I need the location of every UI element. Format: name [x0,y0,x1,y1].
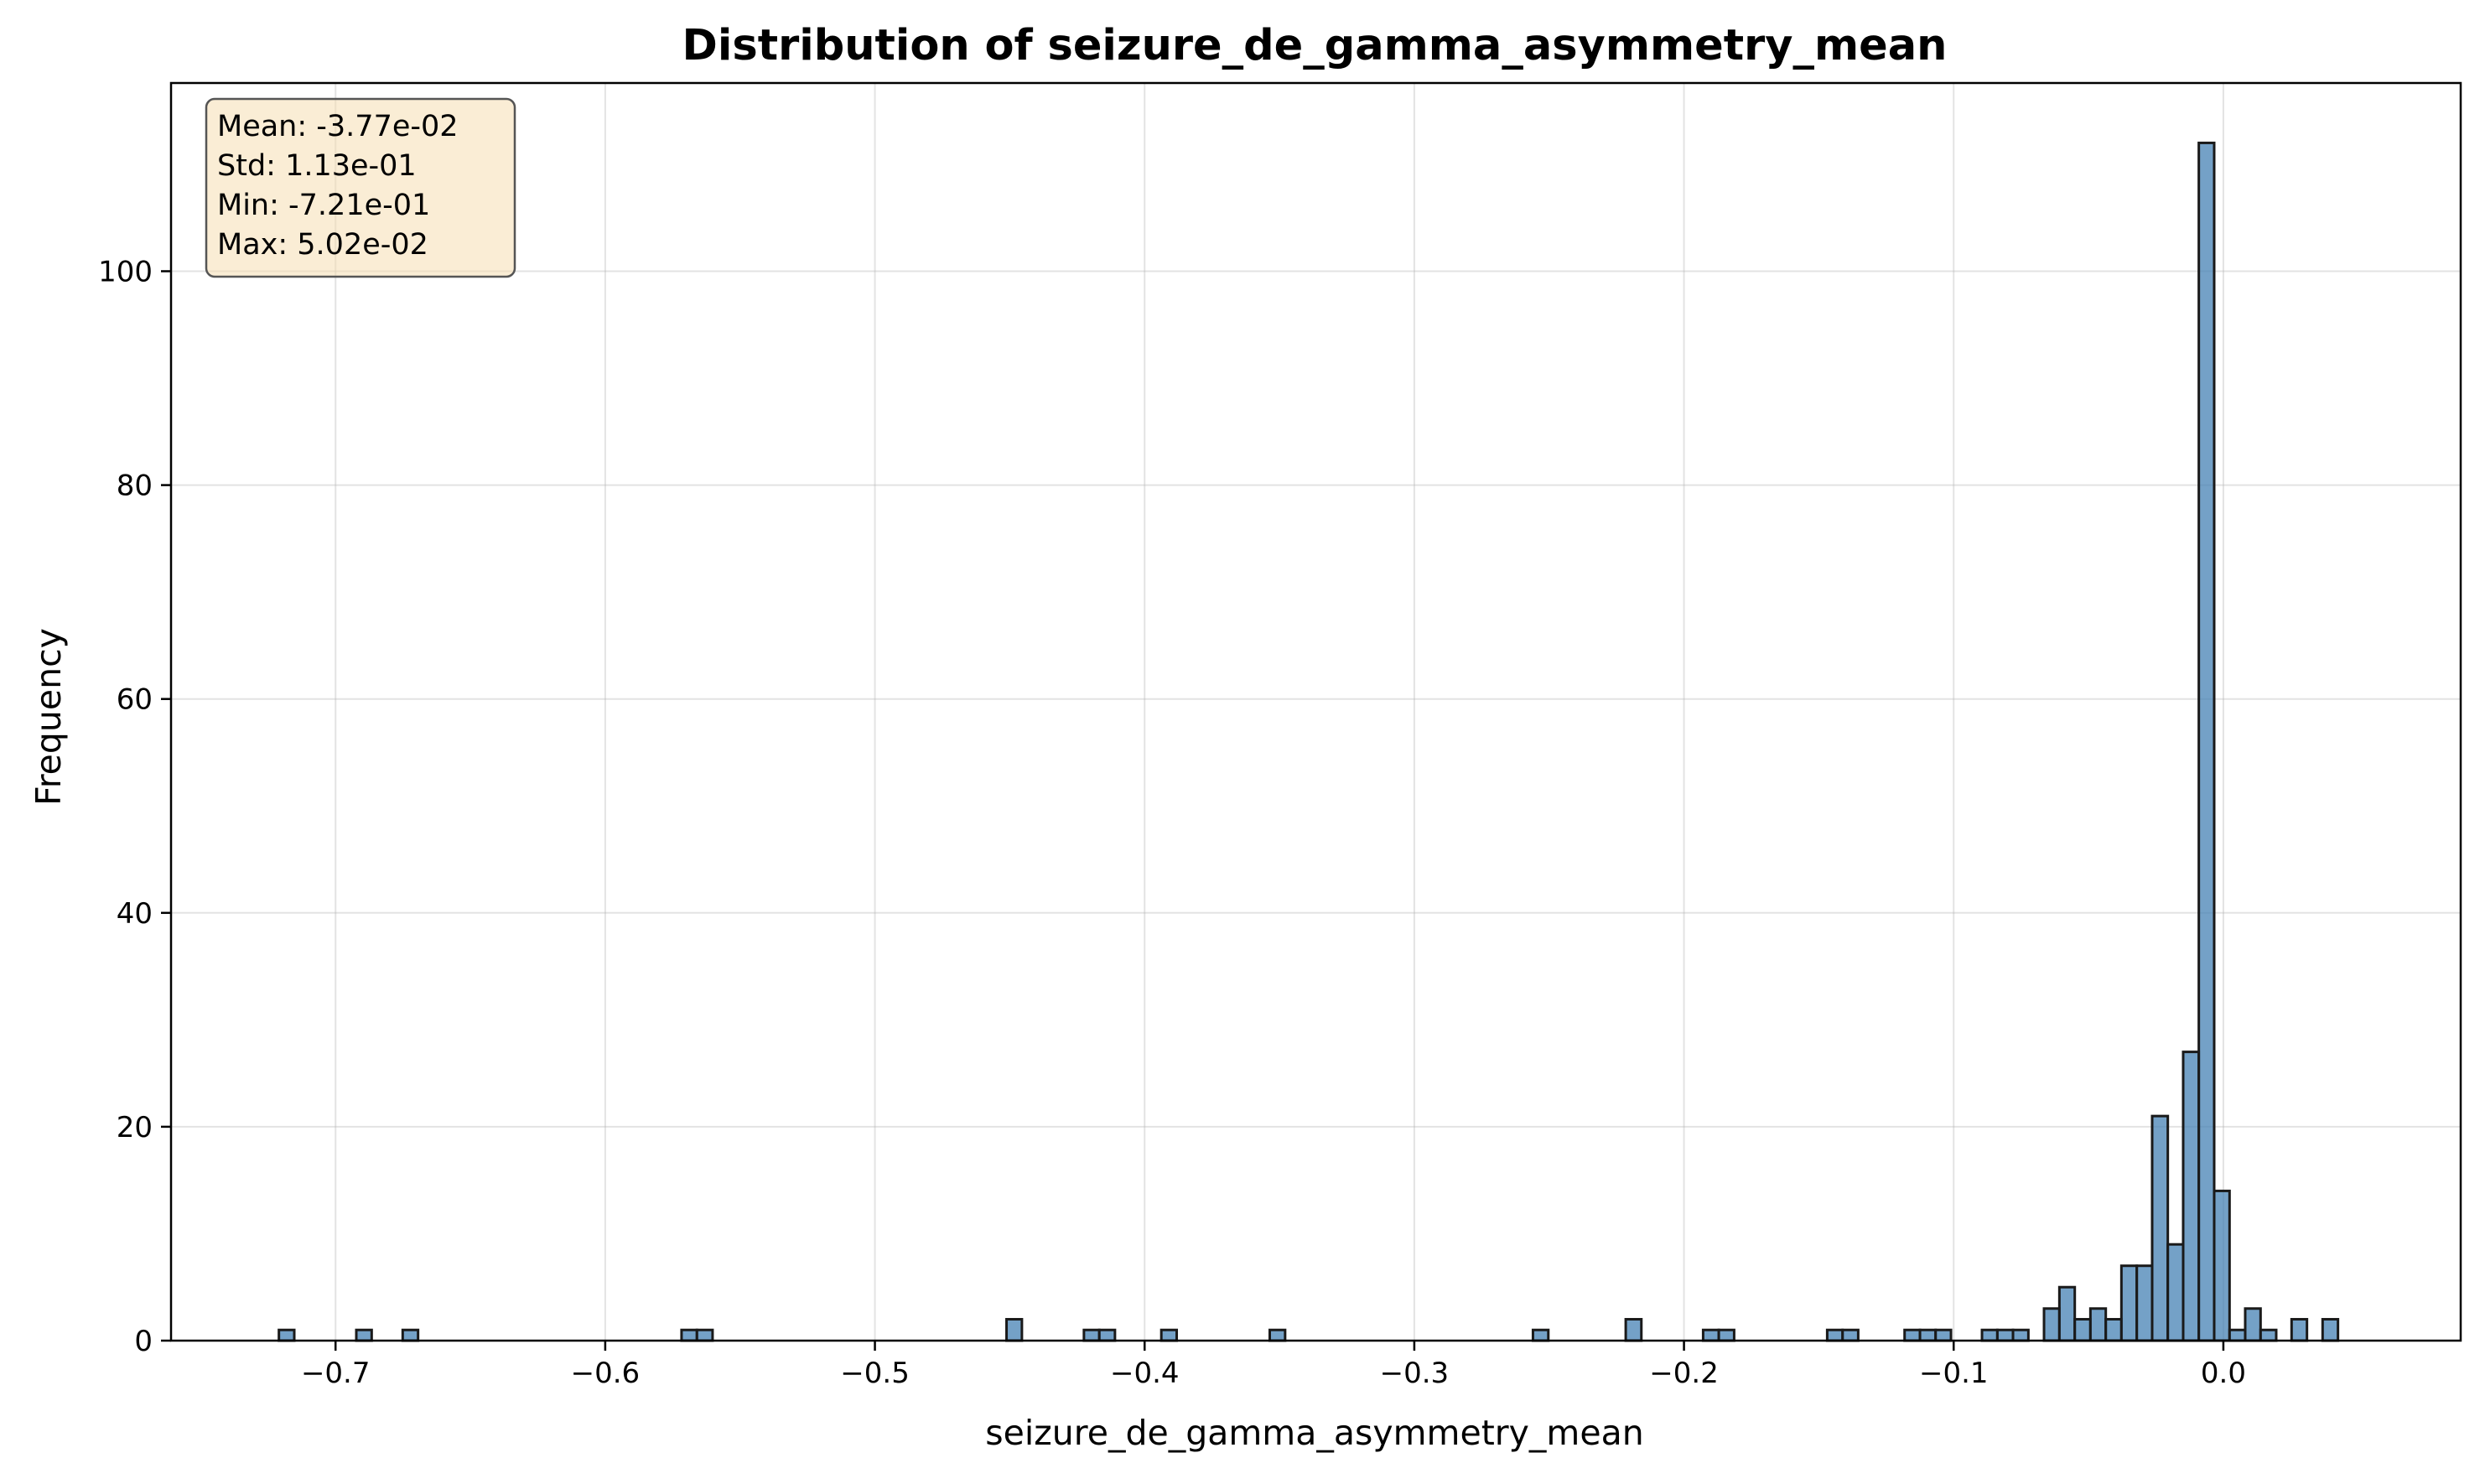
histogram-bar [278,1328,296,1342]
histogram-bar [2150,1114,2170,1342]
histogram-bar [1825,1328,1844,1342]
histogram-bar [2197,141,2216,1342]
histogram-bar [2213,1189,2231,1342]
stats-std: Std: 1.13e-01 [217,149,417,183]
x-tick-label: −0.3 [1380,1357,1450,1390]
y-tick-label: 60 [117,683,153,717]
y-tick-label: 0 [134,1325,153,1358]
x-tick-label: −0.1 [1919,1357,1989,1390]
histogram-bar [2073,1317,2092,1342]
histogram-bar [1005,1317,1024,1342]
histogram-bar [2119,1264,2139,1342]
histogram-bar [1995,1328,2015,1342]
histogram-bar [1841,1328,1860,1342]
x-tick-label: −0.7 [301,1357,371,1390]
histogram-bar [2244,1307,2262,1342]
stats-mean: Mean: -3.77e-02 [217,110,459,143]
histogram-bar [2290,1317,2309,1342]
histogram-bar [1717,1328,1735,1342]
histogram-bar [2321,1317,2340,1342]
histogram-bar [401,1328,420,1342]
x-tick-label: −0.2 [1649,1357,1719,1390]
histogram-bar [1980,1328,1999,1342]
histogram-bar [2057,1285,2077,1342]
x-tick-label: −0.5 [840,1357,910,1390]
histogram-bar [355,1328,373,1342]
histogram-bar [2088,1307,2108,1342]
y-axis-ticks: 0 20 40 60 80 100 [98,255,171,1358]
x-axis-label: seizure_de_gamma_asymmetry_mean [985,1413,1643,1453]
chart-title: Distribution of seizure_de_gamma_asymmet… [682,21,1948,70]
histogram-bar [1159,1328,1179,1342]
histogram-bar [1082,1328,1101,1342]
histogram-bar [2135,1264,2154,1342]
y-tick-label: 40 [117,897,153,931]
histogram-bar [2228,1328,2247,1342]
x-tick-label: −0.6 [571,1357,641,1390]
y-tick-label: 20 [117,1111,153,1144]
histogram-bar [2259,1328,2278,1342]
histogram-bar [2182,1051,2201,1342]
histogram-bar [2042,1307,2061,1342]
x-tick-label: 0.0 [2201,1357,2246,1390]
x-axis-ticks: −0.7 −0.6 −0.5 −0.4 −0.3 −0.2 −0.1 0.0 [301,1341,2246,1390]
histogram-bar [2011,1328,2030,1342]
y-tick-label: 80 [117,470,153,503]
histogram-bar [1918,1328,1938,1342]
y-axis-label: Frequency [29,628,69,806]
stats-box: Mean: -3.77e-02 Std: 1.13e-01 Min: -7.21… [205,97,516,278]
histogram-bar [1624,1317,1643,1342]
histogram-bar [1097,1328,1117,1342]
histogram-bar [680,1328,698,1342]
stats-min: Min: -7.21e-01 [217,189,430,222]
histogram-bar [1268,1328,1287,1342]
stats-max: Max: 5.02e-02 [217,228,428,262]
histogram-bar [1531,1328,1550,1342]
histogram-bar [2104,1317,2123,1342]
histogram-bar [1903,1328,1922,1342]
plot-frame [169,81,2462,1342]
histogram-bar [695,1328,714,1342]
x-tick-label: −0.4 [1110,1357,1180,1390]
histogram-bar [1934,1328,1953,1342]
stats-box-background [205,97,516,278]
histogram-bar [2166,1243,2185,1342]
histogram-bar [1701,1328,1720,1342]
y-tick-label: 100 [98,255,153,288]
